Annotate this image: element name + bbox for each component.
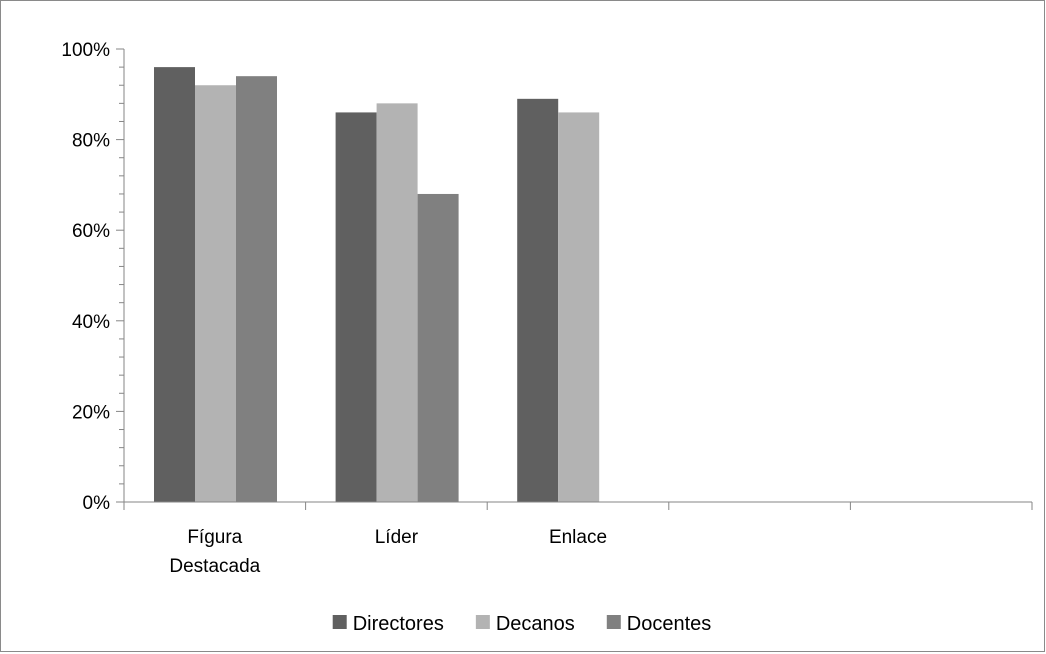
legend-label-docentes: Docentes <box>627 613 712 635</box>
bars-layer <box>154 67 600 503</box>
legend-marker-decanos <box>475 615 490 629</box>
category-label: Destacada <box>169 556 260 577</box>
category-label: Fígura <box>187 527 242 548</box>
category-label: Enlace <box>549 527 607 548</box>
legend-marker-docentes <box>606 615 621 629</box>
bar-directores-2 <box>517 98 559 502</box>
legend-label-decanos: Decanos <box>496 613 575 635</box>
y-tick-label: 60% <box>72 221 110 242</box>
bar-decanos-0 <box>195 85 236 503</box>
bar-directores-1 <box>335 112 377 503</box>
category-label: Líder <box>375 527 419 548</box>
y-tick-label: 20% <box>72 402 110 423</box>
bar-docentes-1 <box>417 193 459 502</box>
axes-layer <box>116 48 1033 510</box>
bar-decanos-2 <box>558 112 600 503</box>
y-tick-label: 0% <box>83 493 111 514</box>
legend-marker-directores <box>332 615 347 629</box>
legend-label-directores: Directores <box>353 613 444 635</box>
y-tick-label: 40% <box>72 312 110 333</box>
bar-docentes-0 <box>236 76 277 503</box>
y-tick-label: 80% <box>72 131 110 152</box>
bar-decanos-1 <box>376 103 418 503</box>
bar-directores-0 <box>154 67 195 503</box>
y-tick-label: 100% <box>61 40 110 61</box>
legend: Directores Decanos Docentes <box>332 613 712 635</box>
labels-layer: 0% 20% 40% 60% 80% 100% Fígura Destacada Líder En… <box>61 40 607 577</box>
